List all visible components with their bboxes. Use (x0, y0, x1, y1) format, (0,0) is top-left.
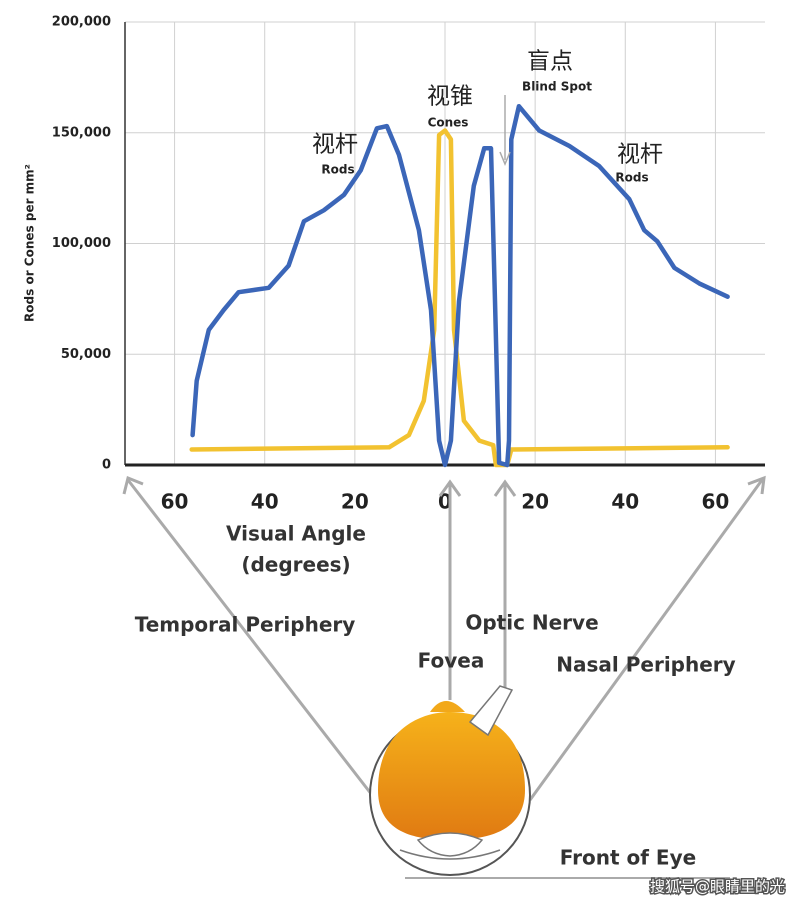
diagram-label: Front of Eye (560, 846, 696, 870)
y-tick-label: 50,000 (61, 347, 111, 362)
line (190, 103, 730, 468)
diagram-label: Nasal Periphery (556, 653, 735, 677)
x-tick-label: 60 (161, 490, 189, 514)
annotation-sub: Cones (428, 116, 469, 130)
y-tick-label: 0 (102, 458, 111, 473)
y-tick-label: 150,000 (52, 125, 111, 140)
eye (369, 685, 531, 876)
y-tick-label: 200,000 (52, 15, 111, 30)
x-axis-title: (degrees) (241, 553, 350, 577)
diagram-label: Optic Nerve (465, 611, 598, 635)
x-tick-label: 40 (251, 490, 279, 514)
pointer-lines (122, 95, 766, 879)
annotation: 视杆 (617, 142, 663, 168)
annotation-sub: Blind Spot (522, 80, 592, 94)
x-tick-label: 60 (702, 490, 730, 514)
x-tick-label: 40 (611, 490, 639, 514)
x-axis-title: Visual Angle (226, 522, 366, 546)
annotation: 视杆 (312, 132, 358, 158)
y-axis-title: Rods or Cones per mm² (23, 164, 37, 322)
x-tick-label: 20 (341, 490, 369, 514)
x-tick-label: 20 (521, 490, 549, 514)
watermark: 搜狐号@眼睛里的光 (650, 878, 785, 896)
diagram-label: Temporal Periphery (135, 613, 356, 637)
annotation-sub: Rods (321, 163, 354, 177)
annotation-sub: Rods (615, 171, 648, 185)
y-tick-label: 100,000 (52, 236, 111, 251)
annotation: 视锥 (427, 84, 473, 110)
annotation: 盲点 (527, 49, 573, 75)
diagram-label: Fovea (418, 649, 485, 673)
